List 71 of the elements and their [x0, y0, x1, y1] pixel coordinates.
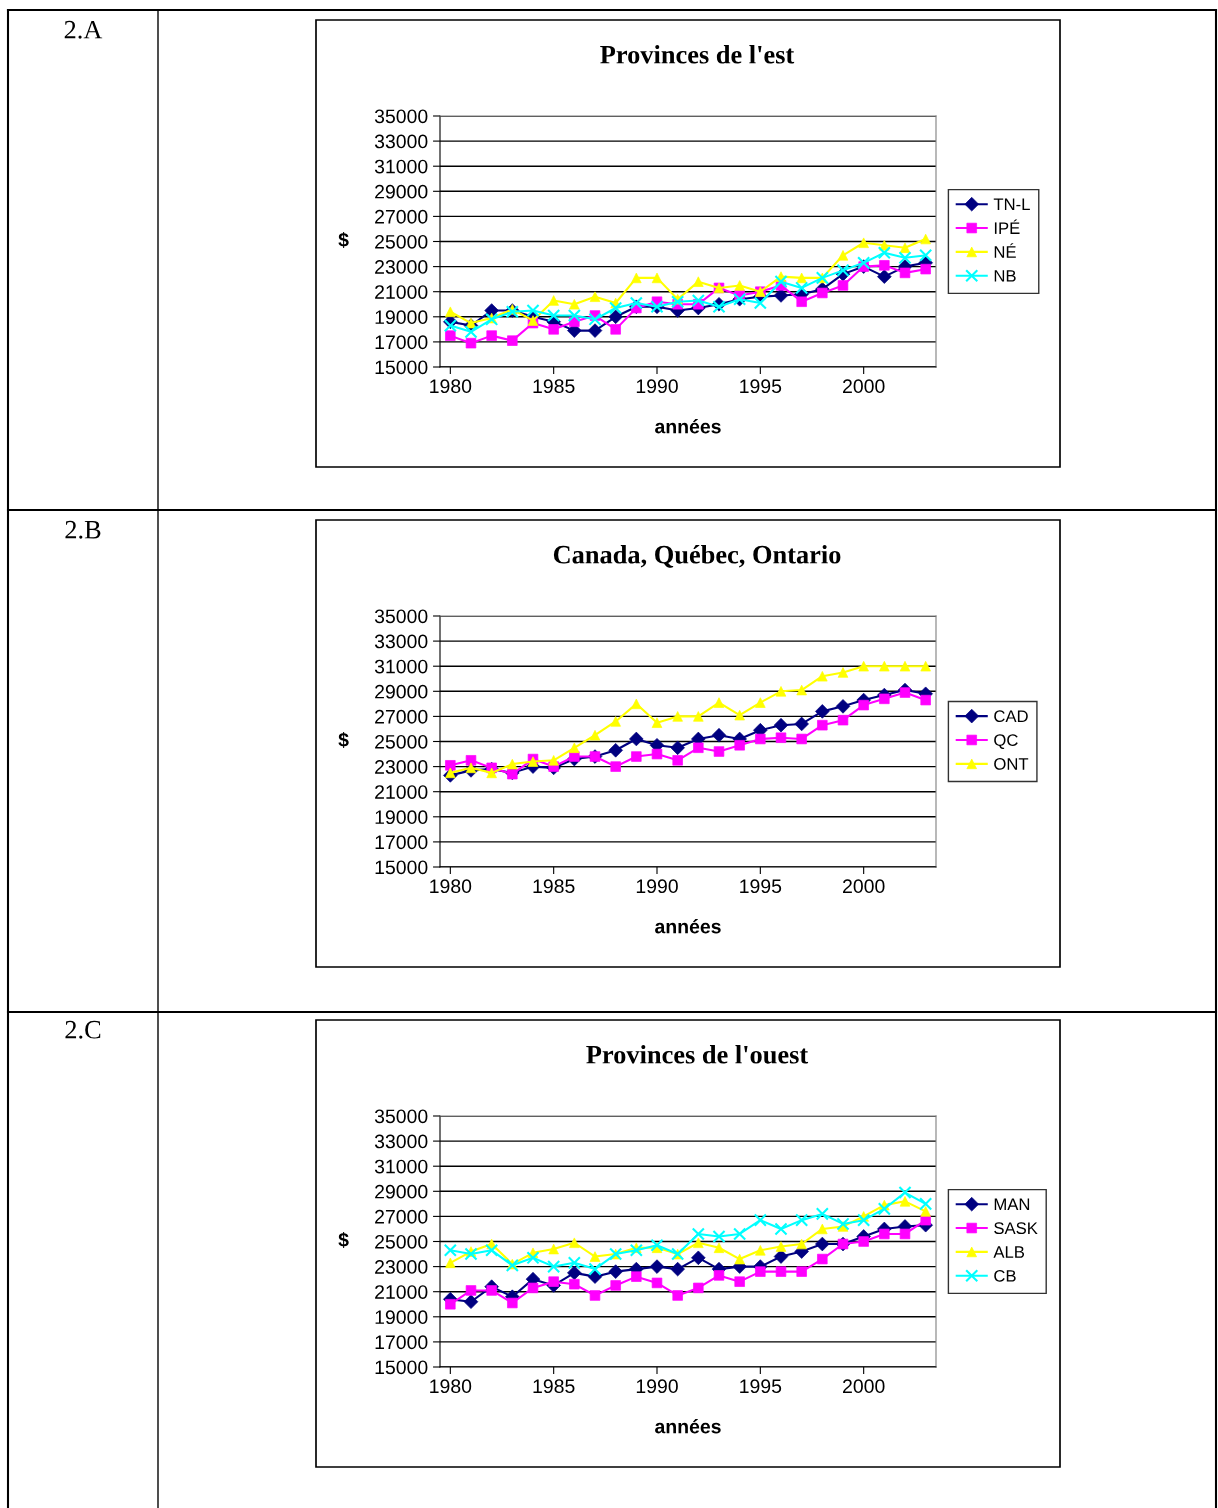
- legend-label: ALB: [993, 1246, 1025, 1258]
- y-tick-label: 19000: [375, 810, 428, 825]
- x-tick-label: 2000: [843, 879, 885, 894]
- y-tick-label: 25000: [375, 734, 428, 749]
- y-tick-label: 17000: [375, 835, 428, 850]
- y-tick-label: 15000: [375, 360, 428, 375]
- text: 2.A: [64, 20, 103, 39]
- x-tick-label: 1980: [430, 379, 472, 394]
- legend-label: SASK: [994, 1222, 1038, 1235]
- x-axis-title: années: [655, 418, 721, 434]
- y-tick-label: 35000: [374, 609, 428, 624]
- legend-label: CAD: [994, 710, 1028, 723]
- x-tick-label: 1980: [430, 1379, 472, 1394]
- text: 2.B: [65, 520, 101, 539]
- x-tick-label: 1995: [740, 379, 782, 394]
- x-tick-label: 2000: [843, 1379, 885, 1394]
- legend-label: TN-L: [993, 198, 1030, 211]
- legend-label: NÉ: [994, 243, 1016, 258]
- x-tick-label: 1990: [636, 379, 678, 394]
- y-tick-label: 21000: [375, 285, 428, 299]
- x-tick-label: 1990: [636, 879, 678, 894]
- legend-label: ONT: [994, 758, 1029, 770]
- legend-label: CB: [994, 1269, 1016, 1282]
- text: 2.C: [65, 1020, 101, 1039]
- chart-title: Provinces de l'ouest: [586, 1045, 809, 1064]
- legend-label: MAN: [994, 1198, 1030, 1211]
- y-tick-label: 23000: [375, 1260, 428, 1274]
- x-tick-label: 2000: [843, 379, 885, 394]
- y-tick-label: 33000: [374, 134, 428, 149]
- y-tick-label: 33000: [374, 634, 428, 649]
- y-tick-label: 17000: [375, 1335, 428, 1350]
- y-axis-title: $: [338, 1232, 349, 1248]
- y-tick-label: 29000: [375, 684, 428, 699]
- legend-label: NB: [994, 270, 1016, 282]
- y-axis-title: $: [338, 732, 349, 748]
- y-tick-label: 27000: [375, 1209, 428, 1224]
- y-tick-label: 33000: [374, 1134, 428, 1149]
- y-tick-label: 35000: [374, 1109, 428, 1124]
- y-tick-label: 15000: [375, 860, 428, 875]
- y-tick-label: 31000: [374, 159, 428, 174]
- x-axis-title: années: [655, 1418, 721, 1434]
- y-tick-label: 23000: [375, 760, 428, 774]
- y-tick-label: 35000: [374, 109, 428, 124]
- y-tick-label: 29000: [375, 184, 428, 199]
- y-tick-label: 21000: [375, 1285, 428, 1299]
- legend-label: IPÉ: [994, 219, 1020, 234]
- x-tick-label: 1995: [740, 879, 782, 894]
- y-tick-label: 15000: [375, 1360, 428, 1375]
- y-tick-label: 19000: [375, 1310, 428, 1325]
- y-tick-label: 29000: [375, 1184, 428, 1199]
- y-tick-label: 25000: [375, 234, 428, 249]
- chart-title: Canada, Québec, Ontario: [553, 545, 841, 568]
- x-axis-title: années: [655, 918, 721, 934]
- x-tick-label: 1980: [430, 879, 472, 894]
- chart-title: Provinces de l'est: [600, 45, 795, 64]
- y-tick-label: 21000: [375, 785, 428, 799]
- x-tick-label: 1985: [533, 379, 575, 394]
- y-tick-label: 19000: [375, 310, 428, 325]
- x-tick-label: 1985: [533, 1379, 575, 1394]
- y-axis-title: $: [338, 232, 349, 248]
- y-tick-label: 27000: [375, 709, 428, 724]
- x-tick-label: 1995: [740, 1379, 782, 1394]
- legend-label: QC: [994, 734, 1018, 749]
- y-tick-label: 27000: [375, 209, 428, 224]
- y-tick-label: 25000: [375, 1234, 428, 1249]
- y-tick-label: 31000: [374, 1159, 428, 1174]
- x-tick-label: 1985: [533, 879, 575, 894]
- y-tick-label: 17000: [375, 335, 428, 350]
- y-tick-label: 31000: [374, 659, 428, 674]
- x-tick-label: 1990: [636, 1379, 678, 1394]
- y-tick-label: 23000: [375, 260, 428, 274]
